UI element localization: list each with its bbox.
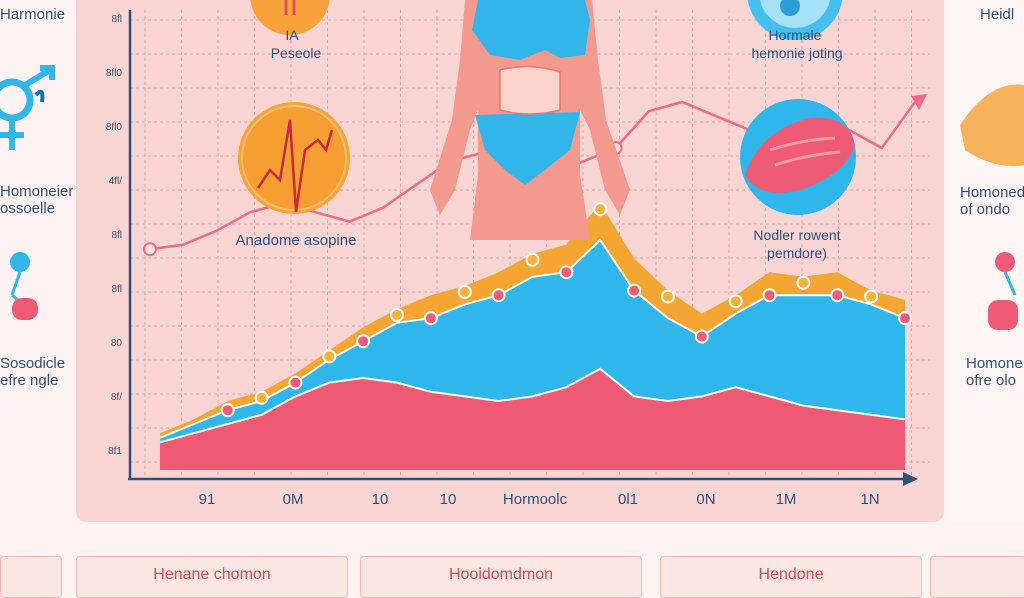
area-layer-pink <box>160 368 905 470</box>
area-layer-edge <box>159 367 906 444</box>
right-label-2: Homonede of ondo <box>960 184 1024 218</box>
left-label-3: Sosodicle efre ngle <box>0 355 66 389</box>
y-tick-label: 8f/ <box>111 392 122 403</box>
data-point-orange <box>322 349 337 364</box>
top-right-circle-icon <box>747 0 843 40</box>
icon-label-organ-line2: pemdore) <box>767 245 827 261</box>
icon-label-top-left-line2: Peseole <box>271 45 322 61</box>
data-point-blue <box>559 265 574 280</box>
data-point-orange <box>525 252 540 267</box>
data-point-blue <box>694 329 709 344</box>
y-tick-label: 80 <box>111 338 123 349</box>
trend-line-point <box>143 242 157 257</box>
icon-label-organ-line1: Nodler rowent <box>753 227 840 243</box>
area-layer-edge <box>159 238 906 439</box>
y-tick-label: 8fl0 <box>106 68 123 79</box>
data-point-orange <box>457 285 472 299</box>
chart-axes <box>128 10 918 486</box>
y-tick-label: 8fl0 <box>106 122 123 133</box>
icon-label-top-left-line1: IA <box>285 27 299 43</box>
organ-icon <box>740 99 856 215</box>
body-figure-illustration <box>430 0 630 240</box>
data-point-blue <box>288 375 303 390</box>
data-point-blue <box>423 311 438 326</box>
icon-label-top-right-line2: hemonie joting <box>751 45 842 61</box>
icon-label-heart: Anadome asopine <box>236 232 357 249</box>
x-tick-label: 10 <box>372 491 389 508</box>
y-tick-label: 8fl <box>111 230 122 241</box>
data-point-orange <box>390 308 405 322</box>
x-tick-label: 0M <box>283 491 304 508</box>
y-tick-label: 4fl/ <box>109 176 123 187</box>
data-point-orange <box>796 275 811 290</box>
right-label-1: Heidl <box>980 6 1015 23</box>
y-tick-label: 8f1 <box>108 446 122 457</box>
data-point-blue <box>627 283 642 298</box>
x-tick-label: 1N <box>860 491 879 508</box>
x-tick-label: 1M <box>776 491 797 508</box>
y-tick-label: 8fl <box>111 284 122 295</box>
data-point-blue <box>220 403 235 418</box>
x-tick-label: 0l1 <box>618 491 638 508</box>
data-point-orange <box>254 390 269 405</box>
gender-symbol-icon <box>0 65 55 150</box>
data-point-orange <box>660 289 675 304</box>
heart-rhythm-icon <box>238 102 350 214</box>
left-label-2: Homoneier ossoelle <box>0 183 74 217</box>
left-label-1: Harmonie <box>0 6 66 23</box>
data-point-blue <box>491 288 506 303</box>
x-tick-label: 91 <box>199 491 216 508</box>
top-left-circle-icon <box>250 0 330 35</box>
right-label-3: Homone ofre olo <box>966 355 1023 389</box>
chart-area-layers <box>159 202 912 470</box>
trend-line-arrow <box>911 94 927 110</box>
data-point-blue <box>898 311 912 326</box>
molecule-icon-right <box>988 252 1018 330</box>
y-tick-label: 8fl <box>111 14 122 25</box>
x-tick-label: 10 <box>440 491 457 508</box>
icon-label-top-right-line1: Hormale <box>769 27 822 43</box>
right-organ-icon <box>960 84 1024 166</box>
data-point-orange <box>728 294 743 309</box>
x-tick-label: Hormoolc <box>503 491 568 508</box>
chart-ticks: 8fl 8fl0 8fl0 4fl/8fl 8fl 80 8f/8f1 91 0M 10 10 Hor… <box>106 14 880 508</box>
x-axis-arrow <box>903 472 918 486</box>
data-point-orange <box>593 202 608 217</box>
x-tick-label: 0N <box>696 491 715 508</box>
molecule-icon-left <box>10 252 38 320</box>
data-point-blue <box>830 288 845 303</box>
data-point-blue <box>762 288 777 303</box>
data-point-blue <box>356 334 371 349</box>
data-point-orange <box>864 289 879 304</box>
bottom-tab-3[interactable]: Hendone <box>660 556 922 598</box>
